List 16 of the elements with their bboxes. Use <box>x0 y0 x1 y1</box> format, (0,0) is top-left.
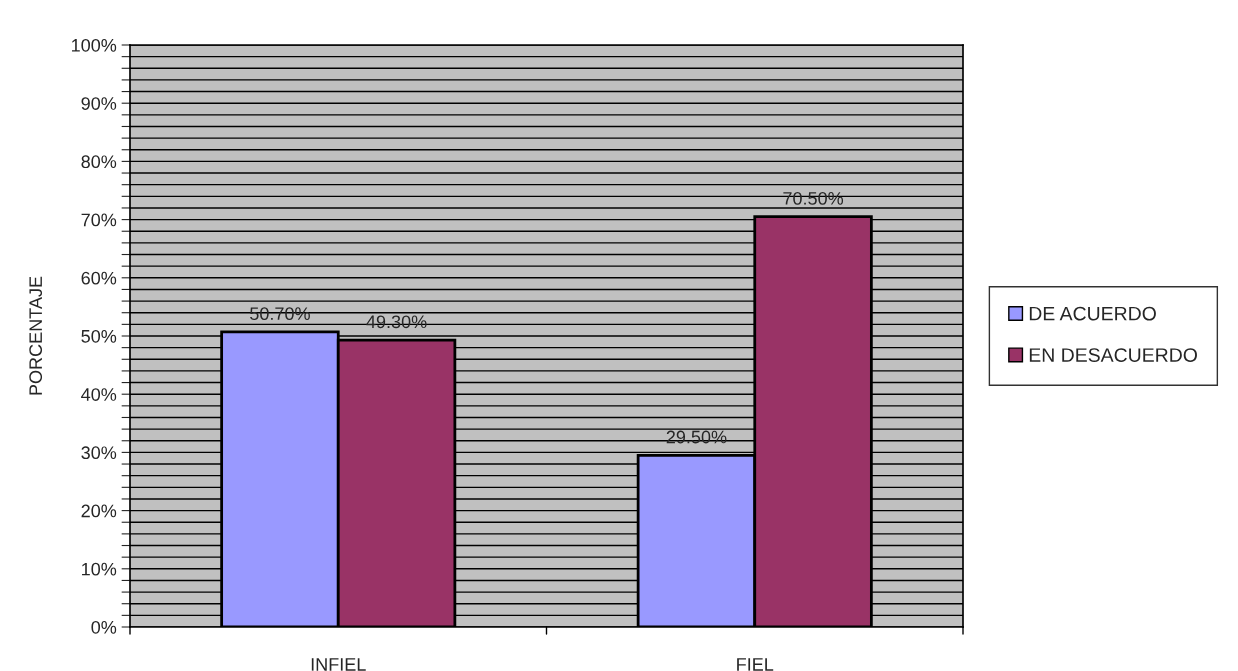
x-tick-label: FIEL <box>737 658 774 671</box>
y-tick-label: 30% <box>81 446 117 460</box>
legend-label: EN DESACUERDO <box>1029 348 1197 362</box>
legend-label: DE ACUERDO <box>1029 306 1156 321</box>
y-tick-label: 80% <box>81 155 117 169</box>
x-tick-label: INFIEL <box>311 658 366 671</box>
y-axis-title: PORCENTAJE <box>29 276 43 395</box>
y-tick-label: 100% <box>72 38 117 52</box>
y-tick-label: 40% <box>81 388 117 401</box>
y-tick-label: 10% <box>82 562 117 576</box>
y-tick-label: 70% <box>81 213 117 227</box>
y-tick-label: 20% <box>81 504 117 518</box>
y-tick-label: 90% <box>81 97 117 110</box>
y-tick-label: 50% <box>81 329 117 343</box>
y-tick-label: 60% <box>81 271 117 285</box>
y-tick-label: 0% <box>91 620 117 634</box>
